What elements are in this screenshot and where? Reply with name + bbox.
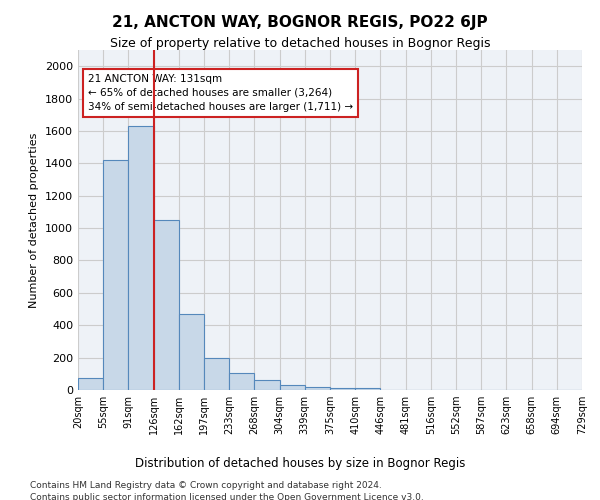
Bar [103, 160, 128, 390]
Text: Distribution of detached houses by size in Bognor Regis: Distribution of detached houses by size … [135, 458, 465, 470]
Bar [154, 220, 179, 390]
Bar [280, 385, 305, 390]
Bar [78, 378, 103, 390]
Y-axis label: Number of detached properties: Number of detached properties [29, 132, 40, 308]
Text: 21, ANCTON WAY, BOGNOR REGIS, PO22 6JP: 21, ANCTON WAY, BOGNOR REGIS, PO22 6JP [112, 15, 488, 30]
Text: 21 ANCTON WAY: 131sqm
← 65% of detached houses are smaller (3,264)
34% of semi-d: 21 ANCTON WAY: 131sqm ← 65% of detached … [88, 74, 353, 112]
Text: Contains public sector information licensed under the Open Government Licence v3: Contains public sector information licen… [30, 492, 424, 500]
Bar [355, 388, 380, 390]
Bar [204, 358, 229, 390]
Text: Size of property relative to detached houses in Bognor Regis: Size of property relative to detached ho… [110, 38, 490, 51]
Text: Contains HM Land Registry data © Crown copyright and database right 2024.: Contains HM Land Registry data © Crown c… [30, 481, 382, 490]
Bar [305, 387, 330, 390]
Bar [330, 388, 355, 390]
Bar [179, 314, 204, 390]
Bar [229, 373, 254, 390]
Bar [128, 126, 154, 390]
Bar [254, 380, 280, 390]
